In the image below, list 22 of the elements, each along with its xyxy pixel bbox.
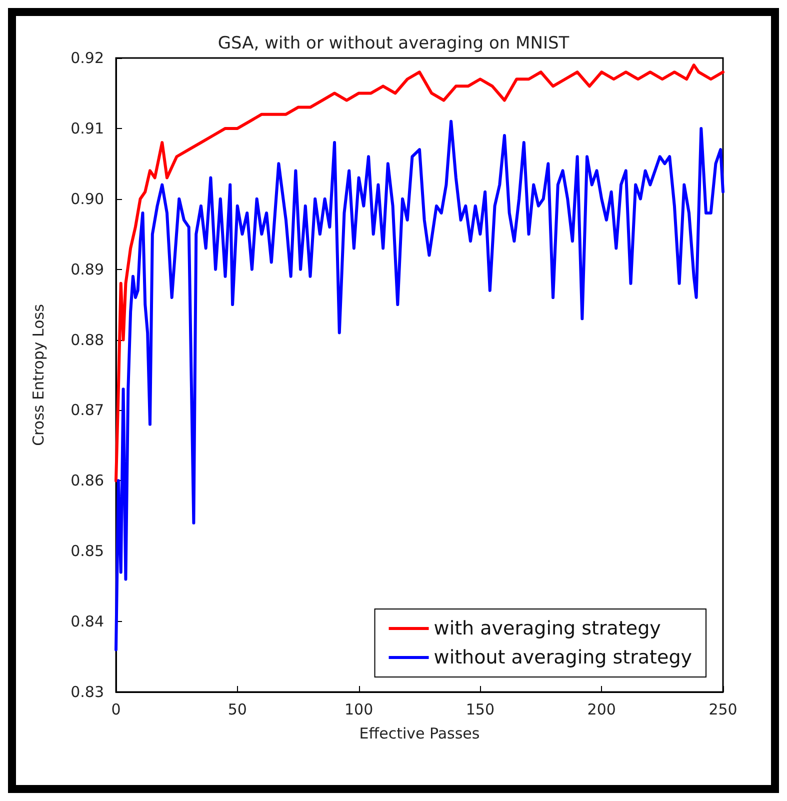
y-tick-label: 0.87 <box>70 401 104 420</box>
y-tick-label: 0.92 <box>70 49 104 67</box>
x-tick-label: 150 <box>466 700 495 718</box>
y-tick-label: 0.91 <box>70 119 104 138</box>
x-tick-label: 50 <box>228 700 247 718</box>
legend-label: without averaging strategy <box>434 646 692 668</box>
chart-title: GSA, with or without averaging on MNIST <box>218 34 570 54</box>
x-tick-label: 200 <box>587 700 616 718</box>
legend-label: with averaging strategy <box>434 618 661 640</box>
y-axis-title: Cross Entropy Loss <box>30 304 48 446</box>
x-axis-title: Effective Passes <box>359 724 480 742</box>
x-tick-label: 0 <box>111 700 121 718</box>
y-tick-label: 0.84 <box>70 612 104 631</box>
x-tick-label: 250 <box>708 700 738 718</box>
y-tick-label: 0.85 <box>70 542 104 560</box>
y-tick-label: 0.83 <box>70 683 104 701</box>
y-tick-label: 0.88 <box>70 330 104 349</box>
y-tick-label: 0.89 <box>70 260 104 278</box>
y-tick-label: 0.90 <box>70 190 104 208</box>
x-tick-label: 100 <box>344 700 374 718</box>
y-tick-label: 0.86 <box>70 472 104 490</box>
line-series <box>114 64 724 482</box>
